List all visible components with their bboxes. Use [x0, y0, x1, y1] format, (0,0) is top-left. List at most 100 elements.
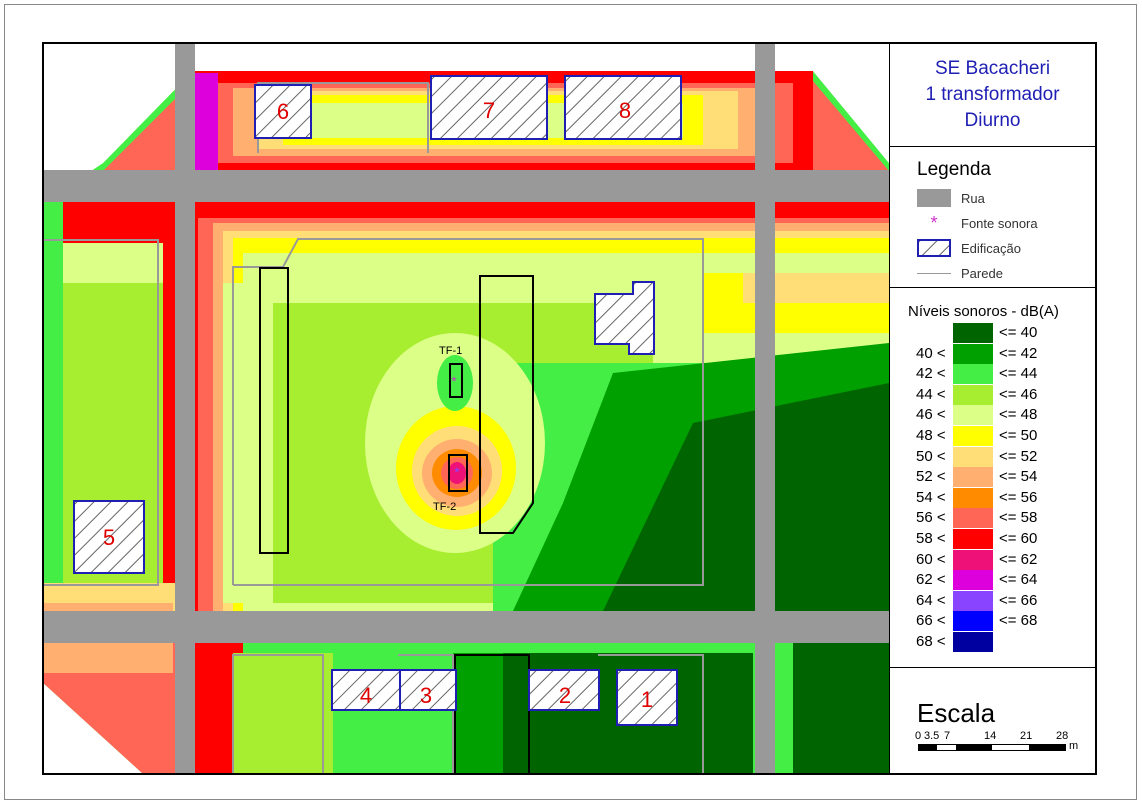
contour-top-pink [193, 73, 218, 173]
map-title-line1: SE Bacacheri [934, 57, 1051, 79]
building-labels: 6 7 8 5 4 3 2 1 [103, 98, 653, 712]
level-upper-bound: <= 62 [999, 550, 1038, 568]
building-2[interactable] [528, 669, 600, 711]
level-row: 46 < <= 48 [889, 405, 1096, 426]
building-8[interactable] [564, 75, 682, 140]
scale-tick-3: 14 [984, 730, 997, 742]
level-lower-bound: 48 < [916, 427, 946, 444]
building-label-1: 1 [641, 687, 653, 712]
level-color-swatch [953, 487, 993, 508]
level-upper-bound: <= 68 [999, 612, 1038, 630]
legend-block: Legenda Rua * Fonte sonora Edificação Pa… [889, 147, 1096, 288]
level-upper-bound: <= 54 [999, 468, 1038, 486]
legend-item-building: Edificação [917, 237, 1021, 259]
level-row: 40 < <= 42 [889, 343, 1096, 364]
building-label-4: 4 [360, 683, 372, 708]
level-row: <= 40 [889, 323, 1096, 343]
level-row: 66 < <= 68 [889, 611, 1096, 632]
building-1[interactable] [616, 669, 678, 726]
level-lower-bound: 60 < [916, 550, 946, 568]
street-horizontal-top [43, 170, 889, 202]
transformer-tf1[interactable] [449, 363, 463, 398]
building-label-3: 3 [420, 683, 432, 708]
level-color-swatch [953, 323, 993, 343]
scale-tick-2: 7 [944, 730, 951, 742]
level-lower-bound: 56 < [916, 509, 946, 527]
street-horizontal-bottom [43, 611, 889, 643]
street-vertical-right [755, 43, 775, 774]
levels-block [889, 288, 1096, 668]
level-upper-bound: <= 44 [999, 365, 1038, 383]
contour-left-48b [63, 243, 163, 283]
level-color-swatch [953, 364, 993, 385]
level-row: 56 < <= 58 [889, 508, 1096, 529]
level-upper-bound: <= 52 [999, 447, 1038, 465]
building-3[interactable] [399, 669, 457, 711]
level-upper-bound: <= 58 [999, 509, 1038, 527]
map-outside-bottomleft [43, 683, 143, 774]
level-row: 54 < <= 56 [889, 487, 1096, 508]
building-label-2: 2 [559, 683, 571, 708]
building-4[interactable] [331, 669, 401, 711]
level-color-swatch [953, 590, 993, 611]
level-lower-bound: 58 < [916, 530, 946, 547]
map-title-line2: 1 transformador [925, 83, 1060, 105]
sound-source-tf2-icon: * [454, 464, 460, 480]
tf1-label: TF-1 [439, 345, 462, 357]
level-row: 64 < <= 66 [889, 590, 1096, 611]
level-color-swatch [953, 529, 993, 549]
legend-item-wall: Parede [917, 262, 1003, 284]
street-vertical-left [175, 43, 195, 774]
level-lower-bound: 64 < [916, 591, 946, 609]
legend-item-source-label: Fonte sonora [961, 215, 1038, 231]
level-row: 62 < <= 64 [889, 570, 1096, 591]
level-color-swatch [953, 549, 993, 570]
level-upper-bound: <= 50 [999, 427, 1038, 444]
legend-panel: SE Bacacheri 1 transformador Diurno Lege… [889, 43, 1096, 774]
level-lower-bound: 52 < [916, 468, 946, 486]
level-lower-bound: 44 < [916, 385, 946, 403]
street-swatch [917, 189, 951, 207]
building-7[interactable] [430, 75, 548, 140]
building-label-8: 8 [619, 98, 631, 123]
levels-heading: Níveis sonoros - dB(A) [908, 303, 1059, 320]
level-color-swatch [953, 405, 993, 426]
contour-tf1-44 [437, 355, 473, 411]
scale-block: Escala m 0 3.5 7 14 21 28 [889, 668, 1096, 774]
map-title-block: SE Bacacheri 1 transformador Diurno [889, 43, 1096, 147]
map-title-line3: Diurno [964, 109, 1021, 131]
level-upper-bound: <= 60 [999, 530, 1038, 547]
legend-item-building-label: Edificação [961, 240, 1021, 256]
level-lower-bound: 42 < [916, 365, 946, 383]
scale-tick-0: 0 [915, 730, 922, 742]
transformer-tf2[interactable] [448, 454, 468, 492]
contour-bottom-46 [233, 653, 333, 774]
level-color-swatch [953, 426, 993, 446]
tf2-label: TF-2 [433, 501, 456, 513]
level-upper-bound: <= 56 [999, 488, 1038, 506]
hatched-building-swatch [917, 239, 951, 257]
building-transformer-house[interactable] [594, 281, 655, 355]
level-lower-bound: 66 < [916, 612, 946, 630]
building-5[interactable] [73, 500, 145, 574]
legend-item-source: * Fonte sonora [917, 212, 1038, 234]
level-row: 50 < <= 52 [889, 446, 1096, 467]
level-upper-bound: <= 48 [999, 406, 1038, 424]
scale-tick-4: 21 [1020, 730, 1033, 742]
page-frame [4, 4, 1137, 800]
noise-map[interactable]: 6 7 8 5 4 3 2 1 * * TF-1 TF-2 [43, 43, 889, 774]
level-lower-bound: 50 < [916, 447, 946, 465]
noise-map-svg: 6 7 8 5 4 3 2 1 * * TF-1 TF-2 [43, 43, 889, 774]
building-6[interactable] [254, 84, 312, 139]
building-label-7: 7 [483, 98, 495, 123]
level-color-swatch [953, 467, 993, 488]
level-lower-bound: 68 < [916, 633, 946, 650]
sound-source-tf1-icon: * [451, 373, 457, 389]
contour-source-62 [448, 462, 466, 484]
level-lower-bound: 46 < [916, 406, 946, 424]
level-row: 68 < [889, 632, 1096, 652]
contour-top-right [813, 81, 889, 181]
level-color-swatch [953, 343, 993, 364]
scale-tick-1: 3.5 [924, 730, 940, 742]
level-color-swatch [953, 446, 993, 467]
